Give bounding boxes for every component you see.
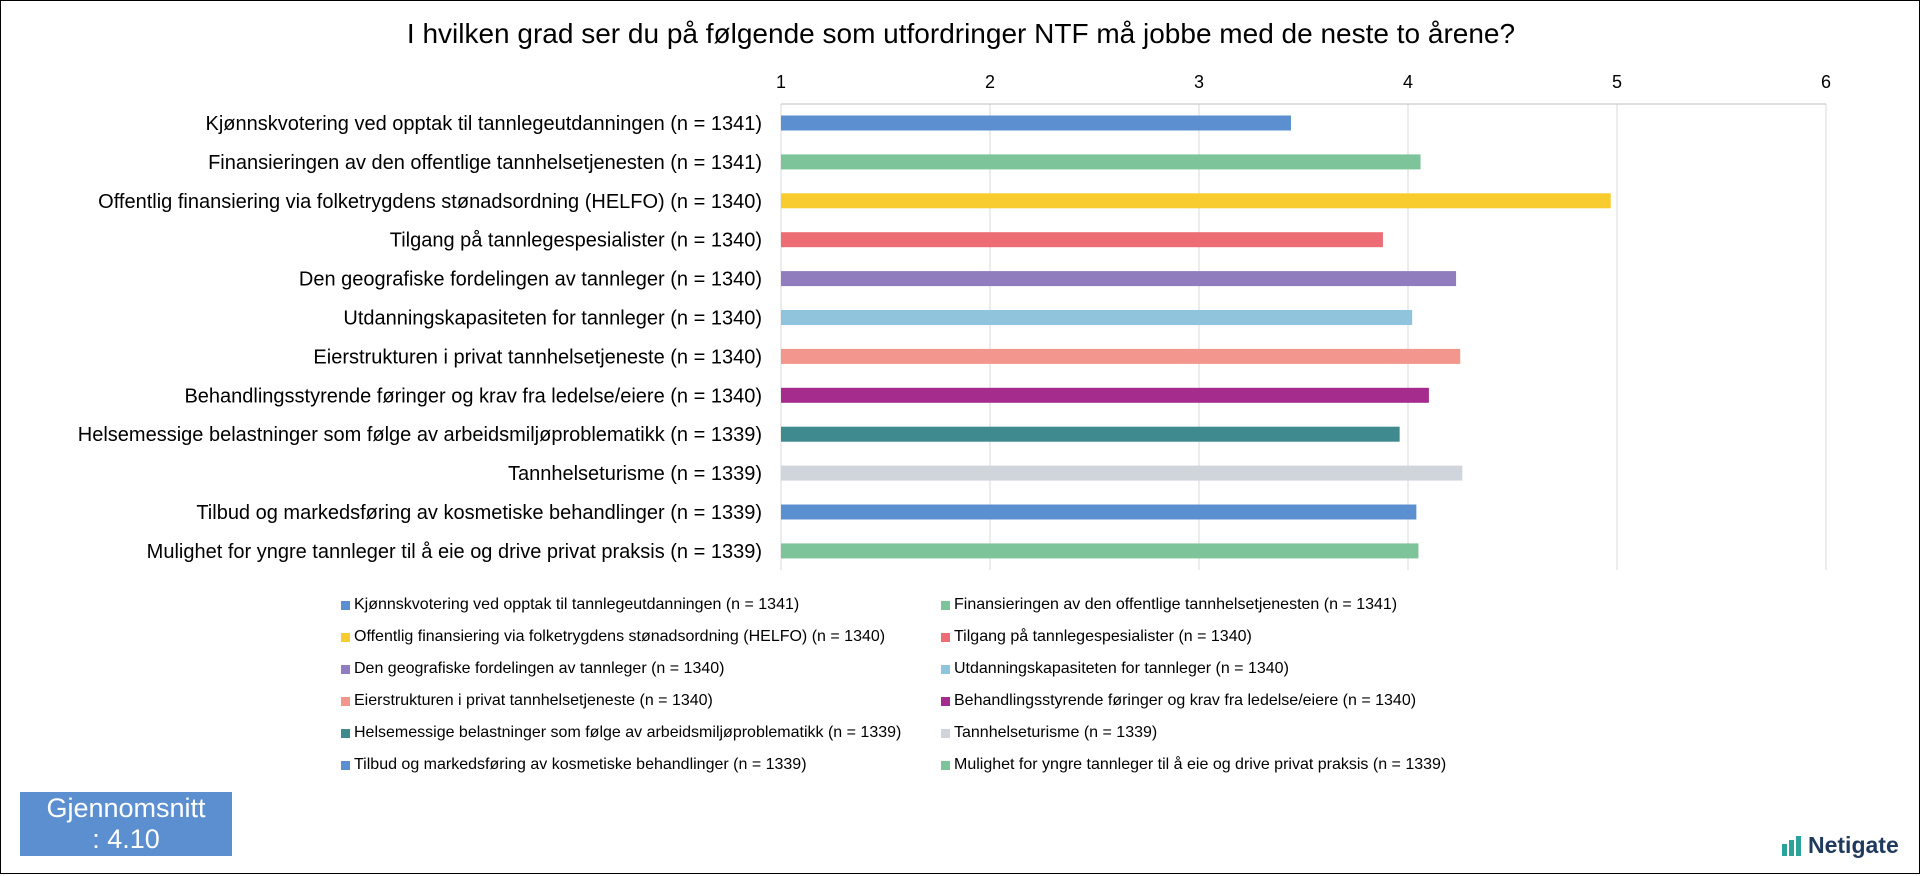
- category-label: Eierstrukturen i privat tannhelsetjenest…: [313, 346, 762, 368]
- legend-label: Mulighet for yngre tannleger til å eie o…: [954, 756, 1447, 773]
- legend-label: Utdanningskapasiteten for tannleger (n =…: [954, 660, 1289, 677]
- bar-chart: 1 2 3 4 5 6 Kjønnskvotering ved opptak til tan…: [78, 72, 1831, 570]
- legend-label: Finansieringen av den offentlige tannhel…: [954, 596, 1398, 613]
- x-tick-label: 5: [1612, 72, 1622, 92]
- category-label: Utdanningskapasiteten for tannleger (n =…: [343, 308, 762, 330]
- legend-item: Tannhelseturisme (n = 1339): [941, 721, 1521, 745]
- bar: [781, 543, 1419, 559]
- legend-swatch: [341, 728, 350, 738]
- legend-item: Utdanningskapasiteten for tannleger (n =…: [941, 657, 1521, 681]
- legend-item: Kjønnskvotering ved opptak til tannlegeu…: [341, 593, 941, 617]
- legend-label: Kjønnskvotering ved opptak til tannlegeu…: [354, 596, 800, 613]
- bar: [781, 504, 1417, 520]
- category-label: Behandlingsstyrende føringer og krav fra…: [184, 385, 762, 407]
- x-tick-label: 3: [1194, 72, 1204, 92]
- legend-label: Offentlig finansiering via folketrygdens…: [354, 628, 886, 645]
- legend-swatch: [941, 728, 950, 738]
- average-badge: Gjennomsnitt : 4.10: [20, 792, 232, 856]
- netigate-logo-icon: [1782, 835, 1801, 856]
- legend-item: Tilgang på tannlegespesialister (n = 134…: [941, 625, 1521, 649]
- legend-item: Finansieringen av den offentlige tannhel…: [941, 593, 1521, 617]
- legend-swatch: [941, 664, 950, 674]
- legend-label: Tannhelseturisme (n = 1339): [954, 724, 1158, 741]
- legend-swatch: [341, 664, 350, 674]
- bar: [781, 154, 1421, 170]
- category-label: Tilgang på tannlegespesialister (n = 134…: [390, 230, 762, 252]
- legend-item: Offentlig finansiering via folketrygdens…: [341, 625, 941, 649]
- legend-item: Tilbud og markedsføring av kosmetiske be…: [341, 753, 941, 777]
- legend-item: Helsemessige belastninger som følge av a…: [341, 721, 941, 745]
- bar: [781, 348, 1461, 364]
- category-label: Tannhelseturisme (n = 1339): [508, 463, 762, 485]
- legend-label: Tilbud og markedsføring av kosmetiske be…: [354, 756, 807, 773]
- legend-label: Helsemessige belastninger som følge av a…: [354, 724, 902, 741]
- legend-label: Eierstrukturen i privat tannhelsetjenest…: [354, 692, 713, 709]
- legend: Kjønnskvotering ved opptak til tannlegeu…: [341, 593, 1521, 777]
- legend-swatch: [941, 696, 950, 706]
- bar: [781, 387, 1429, 403]
- legend-label: Behandlingsstyrende føringer og krav fra…: [954, 692, 1417, 709]
- legend-item: Eierstrukturen i privat tannhelsetjenest…: [341, 689, 941, 713]
- category-label: Kjønnskvotering ved opptak til tannlegeu…: [206, 113, 763, 135]
- average-value: : 4.10: [92, 824, 160, 854]
- legend-swatch: [941, 600, 950, 610]
- x-tick-label: 2: [985, 72, 995, 92]
- bar: [781, 426, 1400, 442]
- legend-item: Behandlingsstyrende føringer og krav fra…: [941, 689, 1521, 713]
- legend-item: Mulighet for yngre tannleger til å eie o…: [941, 753, 1521, 777]
- legend-label: Den geografiske fordelingen av tannleger…: [354, 660, 725, 677]
- bar: [781, 232, 1383, 248]
- category-label: Tilbud og markedsføring av kosmetiske be…: [196, 502, 762, 524]
- legend-swatch: [341, 696, 350, 706]
- bar: [781, 193, 1611, 209]
- x-tick-label: 6: [1821, 72, 1831, 92]
- bar: [781, 310, 1413, 325]
- bar: [781, 115, 1291, 131]
- legend-item: Den geografiske fordelingen av tannleger…: [341, 657, 941, 681]
- netigate-logo: Netigate: [1782, 832, 1899, 859]
- category-label: Mulighet for yngre tannleger til å eie o…: [147, 541, 762, 563]
- legend-swatch: [941, 760, 950, 770]
- category-label: Den geografiske fordelingen av tannleger…: [299, 269, 762, 291]
- category-label: Finansieringen av den offentlige tannhel…: [208, 152, 762, 174]
- legend-swatch: [941, 632, 950, 642]
- category-label: Helsemessige belastninger som følge av a…: [78, 424, 762, 446]
- average-label: Gjennomsnitt: [46, 793, 206, 823]
- legend-swatch: [341, 632, 350, 642]
- legend-swatch: [341, 760, 350, 770]
- x-tick-label: 1: [776, 72, 786, 92]
- bar: [781, 465, 1463, 481]
- chart-title: I hvilken grad ser du på følgende som ut…: [406, 18, 1516, 49]
- legend-swatch: [341, 600, 350, 610]
- bar: [781, 271, 1457, 287]
- x-tick-label: 4: [1403, 72, 1413, 92]
- logo-text: Netigate: [1808, 832, 1899, 858]
- legend-label: Tilgang på tannlegespesialister (n = 134…: [954, 628, 1252, 645]
- category-label: Offentlig finansiering via folketrygdens…: [98, 191, 762, 213]
